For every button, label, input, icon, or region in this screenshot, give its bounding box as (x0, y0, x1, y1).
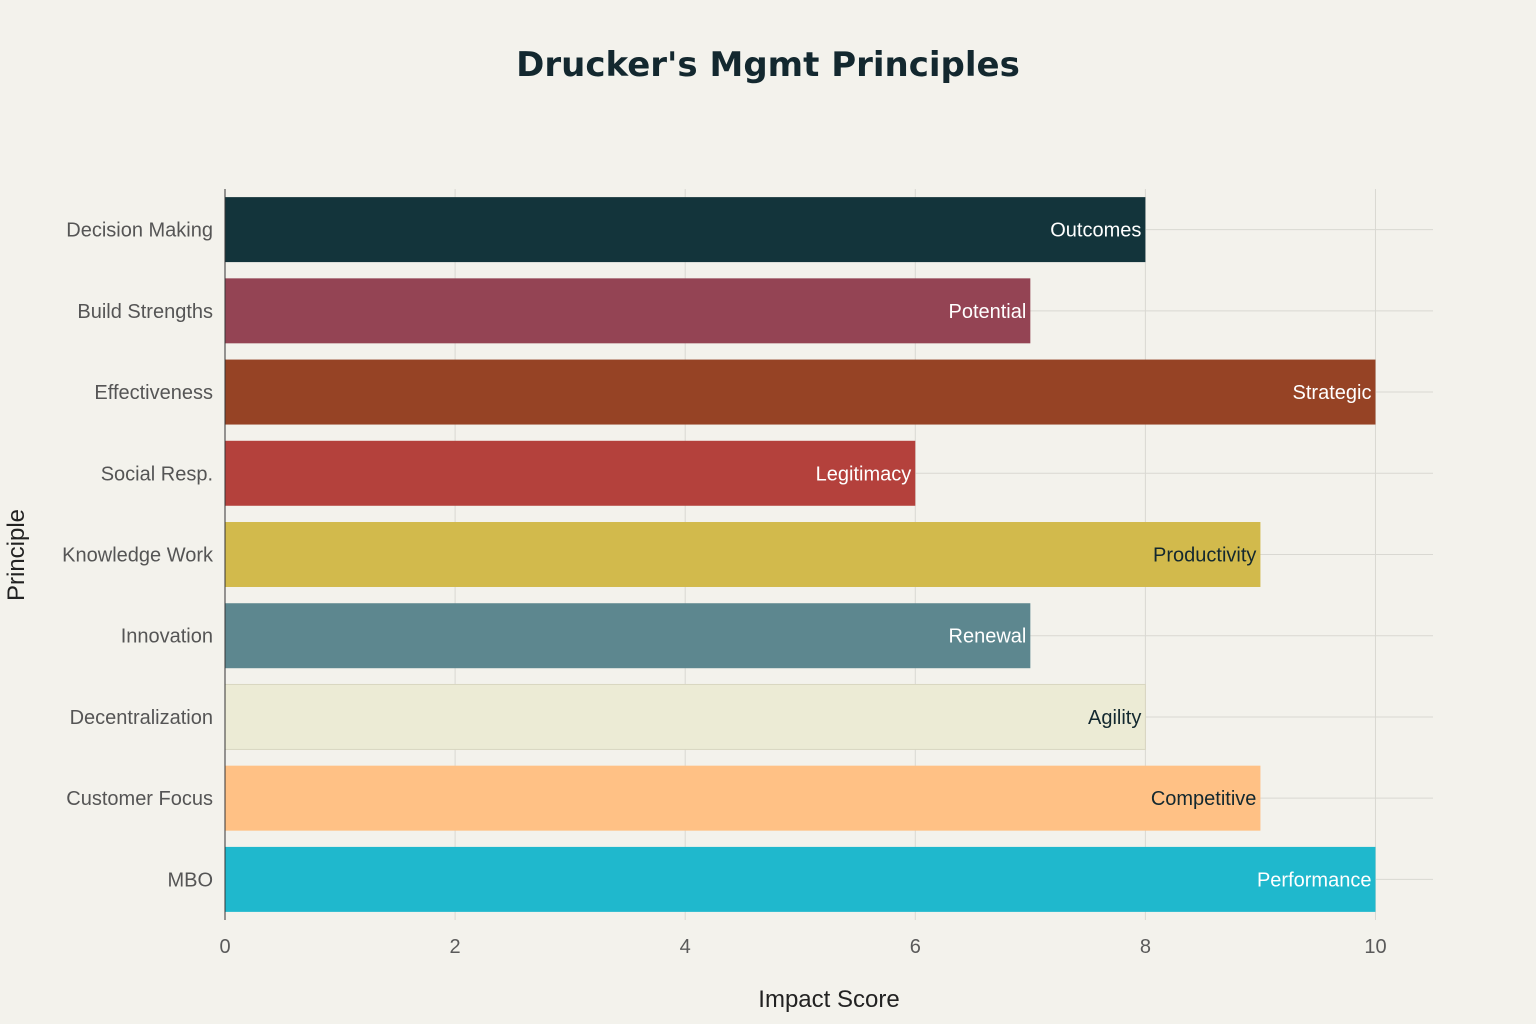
chart-title: Drucker's Mgmt Principles (516, 45, 1020, 85)
bar (225, 359, 1376, 425)
x-tick-label: 8 (1140, 936, 1151, 958)
bar-label: Renewal (949, 626, 1027, 648)
bars (224, 197, 1376, 912)
x-axis-title: Impact Score (758, 986, 899, 1013)
bar (225, 846, 1376, 912)
x-tick-labels: 0 2 4 6 8 10 (219, 936, 1386, 958)
category-label: Innovation (121, 626, 213, 648)
category-label: Social Resp. (101, 463, 213, 485)
category-label: Decentralization (70, 707, 213, 729)
x-tick-label: 2 (450, 936, 461, 958)
x-tick-label: 4 (680, 936, 691, 958)
bar-label: Agility (1088, 707, 1141, 729)
bar-label: Legitimacy (816, 463, 912, 485)
category-labels: Decision Making Build Strengths Effectiven… (62, 220, 214, 892)
bar-label: Outcomes (1050, 220, 1141, 242)
category-label: Effectiveness (94, 382, 213, 404)
category-label: Decision Making (66, 220, 213, 242)
category-label: Knowledge Work (62, 545, 214, 567)
bar (224, 683, 1146, 750)
bar-label: Performance (1257, 869, 1372, 891)
bar (225, 440, 916, 506)
bar-label: Productivity (1153, 545, 1256, 567)
bar (225, 197, 1146, 263)
bar-labels: Outcomes Potential Strategic Legitimacy Prod… (816, 220, 1372, 892)
bar (225, 603, 1031, 669)
x-tick-label: 0 (219, 936, 230, 958)
bar-label: Strategic (1293, 382, 1372, 404)
bar (225, 278, 1031, 344)
category-label: Build Strengths (77, 301, 213, 323)
category-label: MBO (167, 869, 213, 891)
bar-label: Potential (948, 301, 1026, 323)
bar (225, 522, 1261, 587)
x-tick-label: 10 (1364, 936, 1386, 958)
bar (225, 765, 1261, 831)
x-tick-label: 6 (910, 936, 921, 958)
bar-label: Competitive (1151, 788, 1257, 810)
y-axis-title: Principle (3, 509, 30, 601)
category-label: Customer Focus (66, 788, 213, 810)
